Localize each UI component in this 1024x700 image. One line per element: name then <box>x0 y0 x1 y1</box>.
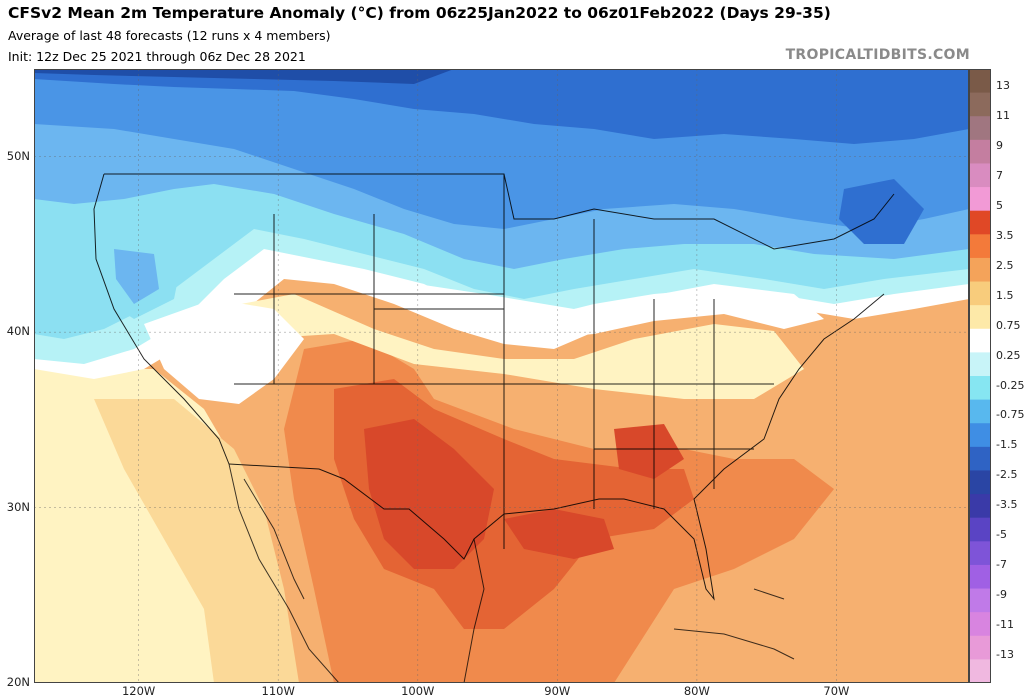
field-cold-strong <box>34 69 969 144</box>
colorbar-swatch <box>969 541 991 566</box>
colorbar-swatch <box>969 659 991 683</box>
colorbar <box>969 69 991 683</box>
latitude-label: 40N <box>6 324 30 339</box>
colorbar-swatch <box>969 635 991 660</box>
latitude-label: 30N <box>6 499 30 514</box>
colorbar-swatch <box>969 328 991 353</box>
colorbar-label: -9 <box>996 588 1007 602</box>
colorbar-label: 0.25 <box>996 348 1021 362</box>
longitude-label: 90W <box>544 684 571 698</box>
colorbar-swatch <box>969 423 991 448</box>
graticule <box>34 69 969 683</box>
colorbar-label: -11 <box>996 618 1014 632</box>
colorbar-label: -3.5 <box>996 498 1018 512</box>
colorbar-swatch <box>969 163 991 188</box>
colorbar-label: 9 <box>996 138 1003 152</box>
colorbar-label: -5 <box>996 528 1007 542</box>
colorbar-label: 1.5 <box>996 288 1014 302</box>
field-cold-deep <box>34 69 454 84</box>
cuba-islands <box>673 588 795 660</box>
colorbar-swatch <box>969 446 991 471</box>
colorbar-label: 5 <box>996 198 1003 212</box>
colorbar-swatch <box>969 116 991 141</box>
colorbar-label: -7 <box>996 558 1007 572</box>
field-neutral-midwest <box>384 279 824 339</box>
colorbar-swatch <box>969 305 991 330</box>
map-title: CFSv2 Mean 2m Temperature Anomaly (°C) f… <box>8 4 831 22</box>
longitude-label: 110W <box>261 684 295 698</box>
anomaly-map <box>34 69 969 683</box>
colorbar-swatch <box>969 257 991 283</box>
colorbar-swatch <box>969 588 991 613</box>
forecast-average-subtitle: Average of last 48 forecasts (12 runs x … <box>8 28 331 43</box>
colorbar-swatch <box>969 234 991 259</box>
latitude-label: 20N <box>6 675 30 689</box>
field-warm-light-west <box>94 399 299 683</box>
brand-watermark: TROPICALTIDBITS.COM <box>785 47 970 63</box>
init-time-subtitle: Init: 12z Dec 25 2021 through 06z Dec 28… <box>8 49 306 64</box>
colorbar-label: -0.75 <box>996 408 1024 422</box>
colorbar-label: 13 <box>996 79 1010 92</box>
colorbar-swatch <box>969 281 991 306</box>
colorbar-border <box>969 69 991 683</box>
colorbar-label: -1.5 <box>996 438 1018 452</box>
colorbar-swatch <box>969 210 991 235</box>
colorbar-swatch <box>969 494 991 519</box>
colorbar-label: 3.5 <box>996 228 1014 242</box>
colorbar-swatch <box>969 69 991 94</box>
colorbar-swatch <box>969 470 991 495</box>
colorbar-label: -2.5 <box>996 468 1018 482</box>
field-warm-max-core <box>364 419 494 569</box>
field-neutral-west <box>144 299 304 404</box>
colorbar-swatch <box>969 612 991 637</box>
colorbar-swatch <box>969 139 991 164</box>
longitude-label: 120W <box>121 684 156 698</box>
colorbar-label: 2.5 <box>996 258 1014 272</box>
colorbar-label: 0.75 <box>996 318 1021 332</box>
colorbar-swatch <box>969 187 991 212</box>
mexico-coast <box>228 463 485 683</box>
colorbar-swatch <box>969 399 991 424</box>
colorbar-label: 7 <box>996 168 1003 182</box>
field-warm-max-gulf <box>504 509 614 559</box>
field-warm-faint-north <box>214 294 804 399</box>
colorbar-swatch <box>969 517 991 542</box>
field-cold-light-pnw <box>114 249 159 304</box>
field-warm-max-se <box>614 424 684 479</box>
colorbar-label: -13 <box>996 648 1014 662</box>
latitude-label: 50N <box>6 148 30 163</box>
longitude-label: 80W <box>683 684 710 698</box>
longitude-label: 70W <box>823 684 850 698</box>
colorbar-label: 11 <box>996 108 1010 122</box>
colorbar-swatch <box>969 376 991 401</box>
colorbar-swatch <box>969 352 991 377</box>
colorbar-label: -0.25 <box>996 378 1024 392</box>
colorbar-swatch <box>969 564 991 590</box>
field-cold-strong-ne <box>839 179 924 244</box>
longitude-label: 100W <box>401 684 435 698</box>
colorbar-swatch <box>969 92 991 117</box>
political-boundaries <box>93 173 895 601</box>
